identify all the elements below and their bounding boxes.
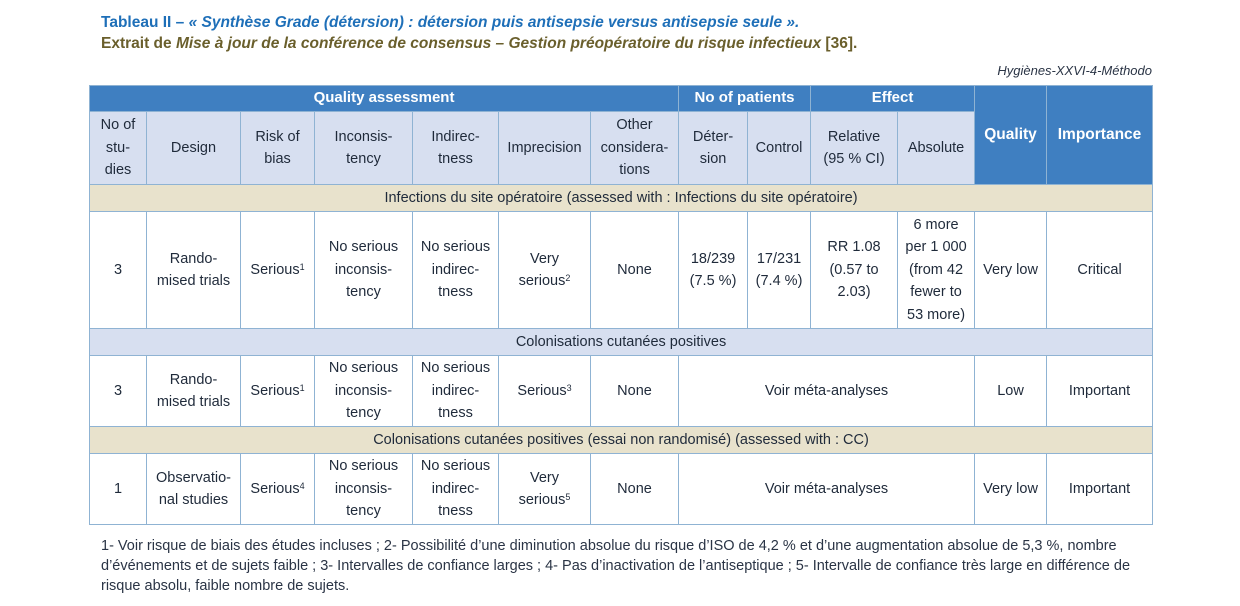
cell-studies: 3 — [89, 211, 147, 329]
caption-dash: – — [171, 14, 189, 31]
section-row-2: Colonisations cutanées positives — [88, 328, 1154, 356]
cell-design: Rando-mised trials — [146, 211, 241, 329]
table-row: 3 Rando-mised trials Serious1 No serious… — [89, 211, 1154, 329]
cell-design: Observatio-nal studies — [146, 453, 241, 525]
subheader-design: Design — [146, 111, 241, 185]
section-title-2: Colonisations cutanées positives — [88, 328, 1154, 356]
caption-label: Tableau II — [101, 14, 172, 31]
cell-quality: Very low — [974, 211, 1048, 329]
cell-indirectness: No serious indirec-tness — [412, 453, 499, 525]
table-row: 3 Rando-mised trials Serious1 No serious… — [89, 355, 1154, 427]
cell-merged-meta-analyses: Voir méta-analyses — [678, 453, 976, 525]
header-no-of-patients: No of patients — [678, 85, 812, 112]
cell-quality: Very low — [974, 453, 1048, 525]
cell-importance: Critical — [1046, 211, 1154, 329]
cell-studies: 3 — [89, 355, 147, 427]
cell-other: None — [589, 355, 680, 427]
cell-inconsistency: No serious inconsis-tency — [314, 453, 413, 525]
cell-inconsistency: No serious inconsis-tency — [314, 355, 413, 427]
cell-other: None — [589, 453, 680, 525]
cell-risk-of-bias: Serious1 — [240, 211, 315, 329]
cell-other: None — [589, 211, 680, 329]
cell-detersion: 18/239 (7.5 %) — [678, 211, 749, 329]
cell-imprecision: Very serious5 — [498, 453, 591, 525]
cell-imprecision: Serious3 — [498, 355, 591, 427]
cell-imprecision: Very serious2 — [498, 211, 591, 329]
cell-risk-of-bias: Serious1 — [240, 355, 315, 427]
cell-studies: 1 — [89, 453, 147, 525]
cell-risk-of-bias: Serious4 — [240, 453, 315, 525]
cell-relative: RR 1.08 (0.57 to 2.03) — [810, 211, 899, 329]
subheader-other-considerations: Other considera-tions — [589, 111, 680, 185]
header-quality: Quality — [974, 85, 1048, 185]
cell-importance: Important — [1046, 453, 1154, 525]
cell-quality: Low — [974, 355, 1048, 427]
section-title-1: Infections du site opératoire (assessed … — [88, 184, 1154, 212]
table-caption: Tableau II – « Synthèse Grade (détersion… — [101, 12, 1181, 54]
header-effect: Effect — [810, 85, 976, 112]
section-row-1: Infections du site opératoire (assessed … — [88, 184, 1154, 212]
grade-table: Quality assessment No of patients Effect… — [88, 85, 1154, 525]
subheader-imprecision: Imprecision — [498, 111, 591, 185]
subheader-indirectness: Indirec-tness — [412, 111, 499, 185]
subheader-risk-of-bias: Risk of bias — [240, 111, 315, 185]
table-row: 1 Observatio-nal studies Serious4 No ser… — [89, 453, 1154, 525]
header-row-2: No of stu-dies Design Risk of bias Inconsi… — [89, 111, 1153, 185]
cell-indirectness: No serious indirec-tness — [412, 211, 499, 329]
subheader-absolute: Absolute — [897, 111, 976, 185]
cell-control: 17/231 (7.4 %) — [747, 211, 812, 329]
subheader-relative: Relative (95 % CI) — [810, 111, 899, 185]
cell-merged-meta-analyses: Voir méta-analyses — [678, 355, 976, 427]
caption-extract-prefix: Extrait de — [101, 35, 176, 52]
header-row-1: Quality assessment No of patients Effect… — [88, 85, 1154, 185]
header-importance: Importance — [1046, 85, 1154, 185]
subheader-inconsistency: Inconsis-tency — [314, 111, 413, 185]
cell-indirectness: No serious indirec-tness — [412, 355, 499, 427]
cell-importance: Important — [1046, 355, 1154, 427]
source-label: Hygiènes-XXVI-4-Méthodo — [997, 63, 1152, 78]
section-row-3: Colonisations cutanées positives (essai … — [88, 426, 1154, 454]
header-quality-assessment: Quality assessment — [88, 85, 680, 112]
caption-title: « Synthèse Grade (détersion) : détersion… — [188, 14, 800, 31]
subheader-no-of-studies: No of stu-dies — [89, 111, 147, 185]
section-title-3: Colonisations cutanées positives (essai … — [88, 426, 1154, 454]
caption-line-2: Extrait de Mise à jour de la conférence … — [101, 33, 1181, 54]
caption-line-1: Tableau II – « Synthèse Grade (détersion… — [101, 12, 1181, 33]
footnote: 1- Voir risque de biais des études inclu… — [101, 538, 1131, 594]
caption-extract-ref: [36]. — [821, 35, 858, 52]
cell-inconsistency: No serious inconsis-tency — [314, 211, 413, 329]
cell-absolute: 6 more per 1 000 (from 42 fewer to 53 more) — [897, 211, 976, 329]
subheader-detersion: Déter-sion — [678, 111, 749, 185]
cell-design: Rando-mised trials — [146, 355, 241, 427]
caption-extract-title: Mise à jour de la conférence de consensu… — [175, 35, 822, 52]
subheader-control: Control — [747, 111, 812, 185]
